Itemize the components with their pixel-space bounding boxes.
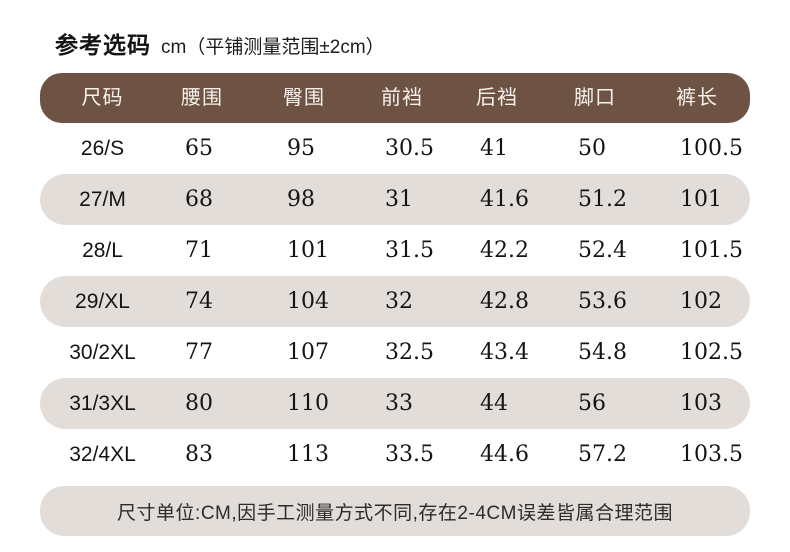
cell-waist: 68 xyxy=(185,186,213,212)
column-header-hip: 臀围 xyxy=(283,87,325,109)
table-row: 27/M 68 98 31 41.6 51.2 101 xyxy=(40,174,750,225)
title-text: 参考选码 xyxy=(55,32,151,58)
cell-front-rise: 33.5 xyxy=(385,441,434,467)
title-unit-note: cm（平铺测量范围±2cm） xyxy=(161,37,385,58)
column-header-waist: 腰围 xyxy=(181,87,223,109)
cell-pants-length: 102 xyxy=(680,288,722,314)
cell-back-rise: 41.6 xyxy=(480,186,529,212)
cell-leg-opening: 57.2 xyxy=(578,441,627,467)
cell-hip: 110 xyxy=(287,390,329,416)
cell-size: 28/L xyxy=(82,239,123,262)
cell-hip: 104 xyxy=(287,288,329,314)
cell-pants-length: 103.5 xyxy=(680,441,743,467)
table-row: 31/3XL 80 110 33 44 56 103 xyxy=(40,378,750,429)
cell-back-rise: 43.4 xyxy=(480,339,529,365)
column-header-leg-opening: 脚口 xyxy=(574,87,616,109)
measurement-note-bar: 尺寸单位:CM,因手工测量方式不同,存在2-4CM误差皆属合理范围 xyxy=(40,486,750,536)
cell-leg-opening: 51.2 xyxy=(578,186,627,212)
table-row: 26/S 65 95 30.5 41 50 100.5 xyxy=(40,123,750,174)
cell-back-rise: 41 xyxy=(480,135,508,161)
cell-leg-opening: 50 xyxy=(578,135,606,161)
cell-pants-length: 100.5 xyxy=(680,135,743,161)
cell-front-rise: 31.5 xyxy=(385,237,434,263)
cell-front-rise: 32 xyxy=(385,288,413,314)
table-row: 29/XL 74 104 32 42.8 53.6 102 xyxy=(40,276,750,327)
cell-front-rise: 32.5 xyxy=(385,339,434,365)
cell-back-rise: 44 xyxy=(480,390,508,416)
cell-waist: 65 xyxy=(185,135,213,161)
table-row: 28/L 71 101 31.5 42.2 52.4 101.5 xyxy=(40,225,750,276)
cell-waist: 71 xyxy=(185,237,213,263)
table-row: 30/2XL 77 107 32.5 43.4 54.8 102.5 xyxy=(40,327,750,378)
cell-hip: 113 xyxy=(287,441,329,467)
cell-back-rise: 44.6 xyxy=(480,441,529,467)
cell-leg-opening: 52.4 xyxy=(578,237,627,263)
cell-size: 27/M xyxy=(79,188,126,211)
cell-pants-length: 101 xyxy=(680,186,722,212)
cell-front-rise: 30.5 xyxy=(385,135,434,161)
cell-hip: 95 xyxy=(287,135,315,161)
cell-size: 31/3XL xyxy=(69,392,136,415)
cell-hip: 98 xyxy=(287,186,315,212)
cell-size: 30/2XL xyxy=(69,341,136,364)
cell-pants-length: 101.5 xyxy=(680,237,743,263)
cell-leg-opening: 56 xyxy=(578,390,606,416)
cell-front-rise: 31 xyxy=(385,186,413,212)
measurement-note-text: 尺寸单位:CM,因手工测量方式不同,存在2-4CM误差皆属合理范围 xyxy=(117,502,673,524)
table-header-row: 尺码 腰围 臀围 前裆 后裆 脚口 裤长 xyxy=(40,73,750,123)
cell-hip: 101 xyxy=(287,237,329,263)
cell-front-rise: 33 xyxy=(385,390,413,416)
cell-leg-opening: 54.8 xyxy=(578,339,627,365)
column-header-front-rise: 前裆 xyxy=(381,87,423,109)
cell-hip: 107 xyxy=(287,339,329,365)
cell-pants-length: 102.5 xyxy=(680,339,743,365)
table-row: 32/4XL 83 113 33.5 44.6 57.2 103.5 xyxy=(40,429,750,480)
cell-pants-length: 103 xyxy=(680,390,722,416)
column-header-pants-length: 裤长 xyxy=(676,87,718,109)
cell-back-rise: 42.2 xyxy=(480,237,529,263)
cell-waist: 74 xyxy=(185,288,213,314)
cell-back-rise: 42.8 xyxy=(480,288,529,314)
size-table: 尺码 腰围 臀围 前裆 后裆 脚口 裤长 26/S 65 95 30.5 41 … xyxy=(40,73,750,480)
page-title: 参考选码 cm（平铺测量范围±2cm） xyxy=(55,26,750,58)
cell-leg-opening: 53.6 xyxy=(578,288,627,314)
cell-waist: 83 xyxy=(185,441,213,467)
column-header-back-rise: 后裆 xyxy=(476,87,518,109)
cell-waist: 77 xyxy=(185,339,213,365)
cell-size: 29/XL xyxy=(75,290,130,313)
cell-size: 32/4XL xyxy=(69,443,136,466)
cell-waist: 80 xyxy=(185,390,213,416)
cell-size: 26/S xyxy=(80,137,125,160)
column-header-size: 尺码 xyxy=(81,87,124,109)
